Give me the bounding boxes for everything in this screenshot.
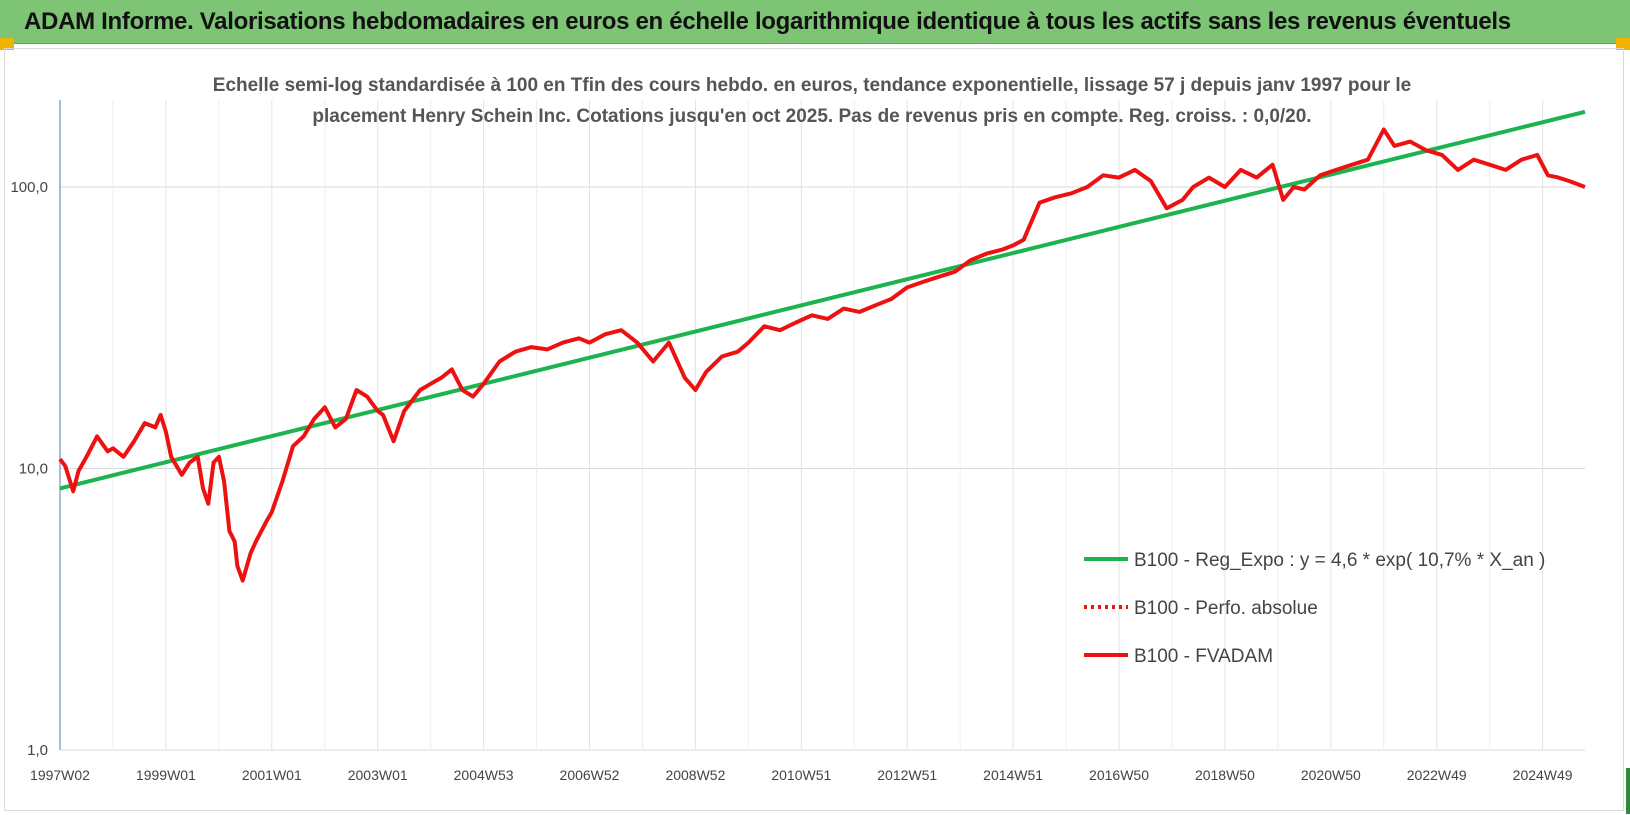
chart-frame (4, 48, 1624, 811)
y-axis-ticks: 1,0 10,0 100,0 (10, 179, 48, 759)
corner-marker-right (1616, 38, 1630, 50)
y-tick-label: 10,0 (19, 461, 48, 478)
x-tick-label: 2006W52 (560, 767, 620, 783)
x-tick-label: 2004W53 (454, 767, 514, 783)
series-layer (58, 109, 1586, 583)
x-tick-label: 2022W49 (1407, 767, 1467, 783)
legend-label-2: B100 - FVADAM (1134, 646, 1273, 667)
legend-label-1: B100 - Perfo. absolue (1134, 598, 1318, 619)
x-tick-label: 2018W50 (1195, 767, 1255, 783)
x-axis-ticks: 1997W02 1999W01 2001W01 2003W01 2004W53 2006W… (30, 767, 1573, 783)
corner-marker-bottom-right (1626, 768, 1630, 814)
grid (59, 100, 1585, 751)
corner-marker-left (0, 38, 14, 50)
x-tick-label: 2012W51 (877, 767, 937, 783)
x-tick-label: 1997W02 (30, 767, 90, 783)
banner-title: ADAM Informe. Valorisations hebdomadaire… (24, 8, 1511, 35)
y-tick-label: 1,0 (27, 742, 48, 759)
series-line-2 (58, 127, 1586, 583)
x-tick-label: 2024W49 (1513, 767, 1573, 783)
x-tick-label: 2016W50 (1089, 767, 1149, 783)
x-tick-label: 2010W51 (771, 767, 831, 783)
legend: B100 - Reg_Expo : y = 4,6 * exp( 10,7% *… (1084, 550, 1545, 667)
x-tick-label: 2014W51 (983, 767, 1043, 783)
banner: ADAM Informe. Valorisations hebdomadaire… (0, 0, 1630, 44)
x-tick-label: 2001W01 (242, 767, 302, 783)
y-tick-label: 100,0 (10, 179, 48, 196)
series-line-0 (59, 109, 1586, 491)
x-tick-label: 2008W52 (665, 767, 725, 783)
chart-subtitle-line-2: placement Henry Schein Inc. Cotations ju… (312, 106, 1311, 127)
x-tick-label: 2020W50 (1301, 767, 1361, 783)
chart-subtitle-line-1: Echelle semi-log standardisée à 100 en T… (213, 75, 1411, 96)
x-tick-label: 2003W01 (348, 767, 408, 783)
x-tick-label: 1999W01 (136, 767, 196, 783)
legend-label-0: B100 - Reg_Expo : y = 4,6 * exp( 10,7% *… (1134, 550, 1545, 571)
